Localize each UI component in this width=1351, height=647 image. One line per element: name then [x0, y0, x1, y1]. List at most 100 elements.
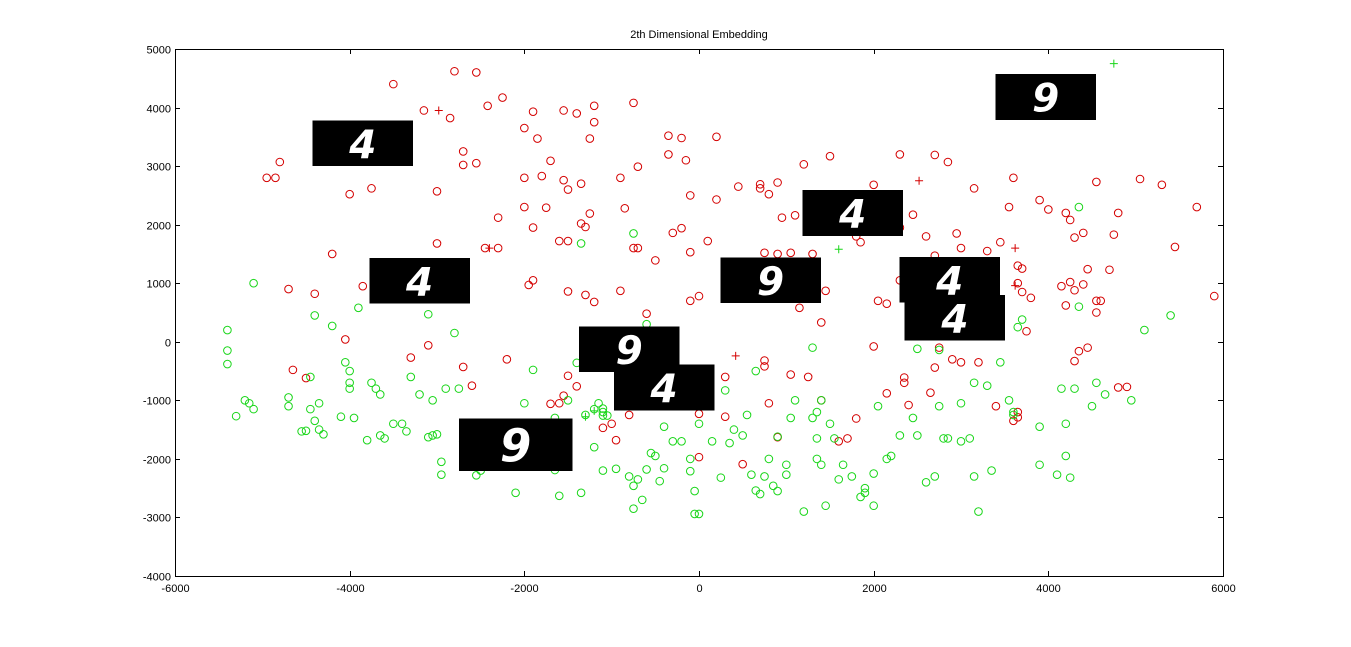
data-point — [314, 425, 324, 434]
data-point — [926, 388, 935, 398]
data-point — [406, 353, 416, 362]
data-point — [738, 459, 747, 469]
data-point — [982, 381, 992, 390]
data-point — [821, 501, 830, 511]
data-point — [585, 209, 595, 218]
data-point — [760, 248, 769, 258]
data-point — [1122, 382, 1132, 392]
data-point — [825, 151, 835, 161]
data-point — [354, 303, 363, 313]
data-point — [659, 422, 669, 431]
data-point — [310, 311, 320, 320]
data-point — [734, 182, 743, 191]
data-point — [755, 179, 765, 189]
data-point — [629, 481, 638, 491]
data-point — [830, 434, 839, 443]
data-point — [668, 437, 678, 446]
data-point — [947, 355, 957, 364]
data-point — [751, 366, 761, 376]
x-tick-label: -6000 — [161, 583, 189, 595]
data-point — [1083, 343, 1092, 352]
data-point — [428, 431, 437, 440]
data-point — [873, 296, 883, 306]
data-point — [563, 236, 573, 246]
data-point — [677, 223, 686, 233]
data-point — [882, 389, 892, 398]
data-point — [572, 381, 582, 391]
data-point — [969, 184, 979, 193]
data-point — [458, 147, 468, 156]
data-point — [327, 249, 337, 259]
digit-image-background — [458, 418, 573, 472]
data-point — [969, 472, 979, 481]
data-point — [685, 191, 695, 200]
data-point — [520, 173, 529, 183]
data-point — [707, 437, 717, 446]
data-point — [786, 370, 796, 379]
data-point — [921, 232, 931, 241]
data-point — [816, 318, 826, 327]
data-point — [943, 157, 953, 167]
data-point — [664, 150, 673, 159]
data-point — [607, 419, 616, 429]
digit-image-background — [802, 190, 903, 236]
data-point — [554, 491, 564, 501]
data-point — [651, 256, 660, 265]
data-point — [1209, 291, 1219, 301]
data-point — [319, 429, 328, 439]
data-point — [952, 229, 961, 238]
data-point — [563, 185, 573, 194]
data-point — [760, 472, 769, 481]
data-point — [908, 210, 918, 220]
data-point — [930, 472, 940, 481]
data-point — [996, 237, 1005, 247]
data-point — [559, 391, 568, 400]
data-point — [921, 478, 931, 487]
data-point — [524, 280, 534, 290]
data-point — [729, 425, 739, 434]
data-point-plus — [915, 176, 924, 185]
data-point — [869, 180, 878, 190]
data-point — [795, 303, 804, 313]
data-point — [1057, 384, 1066, 393]
data-point-plus — [1011, 281, 1020, 290]
data-point — [720, 372, 730, 382]
data-point — [389, 79, 398, 89]
data-point — [576, 488, 586, 498]
data-point — [1052, 470, 1062, 479]
data-point — [1074, 346, 1084, 356]
data-point — [685, 247, 695, 257]
data-point — [520, 398, 529, 408]
x-tick-label: 6000 — [1211, 583, 1235, 595]
data-point — [1065, 215, 1075, 225]
data-point — [432, 429, 442, 439]
data-point — [956, 243, 966, 253]
digit-image-glyph: 9 — [757, 260, 784, 305]
data-point — [445, 113, 455, 123]
data-point — [821, 286, 830, 296]
data-point — [703, 236, 713, 246]
data-point — [327, 321, 337, 331]
data-point — [720, 412, 730, 422]
y-tick-label: -4000 — [143, 572, 171, 584]
data-point — [969, 378, 979, 388]
data-point — [358, 281, 368, 291]
data-point — [1026, 293, 1036, 303]
data-point — [310, 289, 320, 299]
data-point — [642, 465, 651, 474]
digit-image-background — [720, 257, 821, 304]
data-point — [760, 356, 769, 365]
data-point — [773, 486, 782, 496]
data-point — [1140, 325, 1149, 335]
digit-image-glyph: 4 — [405, 260, 433, 305]
digit-image-glyph: 4 — [838, 193, 866, 238]
data-point — [685, 454, 695, 464]
data-point — [1109, 230, 1119, 239]
data-point — [1065, 473, 1075, 482]
digit-image: 4 — [369, 258, 470, 305]
digit-image-background — [904, 294, 1006, 341]
data-point — [851, 414, 861, 423]
data-point — [288, 365, 298, 375]
digit-image-background — [995, 74, 1096, 120]
data-point — [284, 284, 293, 294]
